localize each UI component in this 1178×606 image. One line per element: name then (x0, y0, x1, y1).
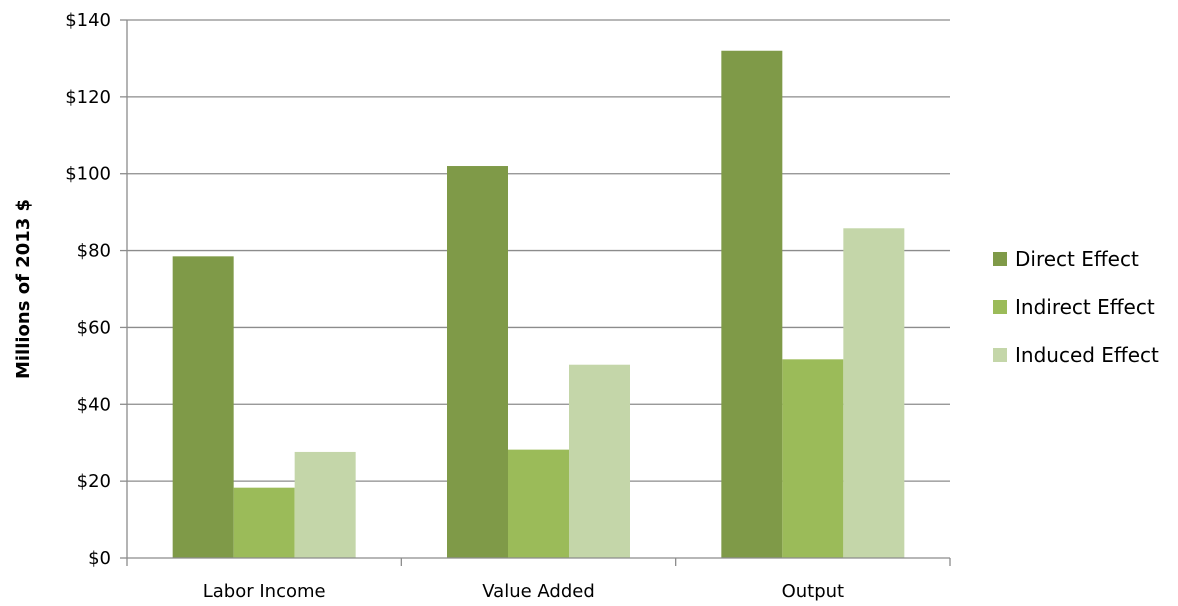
bar-indirect-effect (233, 487, 295, 558)
axes (120, 19, 951, 566)
legend-swatch (993, 348, 1007, 362)
bar-induced-effect (843, 228, 905, 559)
bar-indirect-effect (782, 359, 844, 558)
y-tick-label: $60 (77, 317, 111, 338)
legend-label: Indirect Effect (1015, 295, 1155, 319)
legend-swatch (993, 300, 1007, 314)
y-axis-title: Millions of 2013 $ (13, 199, 34, 379)
bar-induced-effect (569, 364, 630, 558)
y-tick-label: $100 (65, 164, 111, 185)
legend-swatch (993, 252, 1007, 266)
y-tick-label: $120 (65, 87, 111, 108)
y-tick-label: $40 (77, 394, 111, 415)
bar-direct-effect (447, 166, 508, 558)
y-tick-label: $140 (65, 10, 111, 31)
y-tick-labels: $0 $20 $40 $60 $80 $100 $120 $140 (65, 10, 111, 569)
legend: Direct Effect Indirect Effect Induced Effe… (993, 247, 1159, 367)
x-tick-labels: Labor Income Value Added Output (203, 581, 844, 602)
legend-label: Induced Effect (1015, 343, 1159, 367)
bar-induced-effect (294, 451, 356, 558)
gridlines (127, 19, 950, 482)
x-tick-label: Output (782, 581, 845, 602)
y-tick-label: $0 (88, 548, 111, 569)
bar-direct-effect (172, 256, 234, 558)
x-tick-label: Value Added (482, 581, 595, 602)
y-tick-label: $20 (77, 471, 111, 492)
bar-indirect-effect (508, 449, 569, 558)
y-tick-label: $80 (77, 241, 111, 262)
legend-label: Direct Effect (1015, 247, 1139, 271)
x-tick-label: Labor Income (203, 581, 326, 602)
bar-direct-effect (721, 50, 783, 558)
bars (172, 50, 905, 559)
